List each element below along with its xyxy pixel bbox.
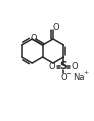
Text: O: O xyxy=(30,34,37,43)
Text: Na: Na xyxy=(73,72,85,82)
Text: S: S xyxy=(60,61,67,71)
Text: −: − xyxy=(65,71,71,77)
Text: O: O xyxy=(49,62,56,71)
Text: O: O xyxy=(71,62,78,71)
Text: +: + xyxy=(83,71,89,76)
Text: O: O xyxy=(60,72,67,82)
Text: O: O xyxy=(53,23,59,31)
